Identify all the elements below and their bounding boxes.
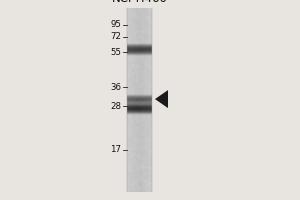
Polygon shape [155, 90, 168, 108]
Text: 95: 95 [110, 20, 121, 29]
Text: 28: 28 [110, 102, 121, 111]
Text: 36: 36 [110, 83, 121, 92]
Text: NCI-H460: NCI-H460 [112, 0, 167, 5]
Text: 72: 72 [110, 32, 121, 41]
Text: 55: 55 [110, 48, 121, 57]
Text: 17: 17 [110, 145, 121, 154]
